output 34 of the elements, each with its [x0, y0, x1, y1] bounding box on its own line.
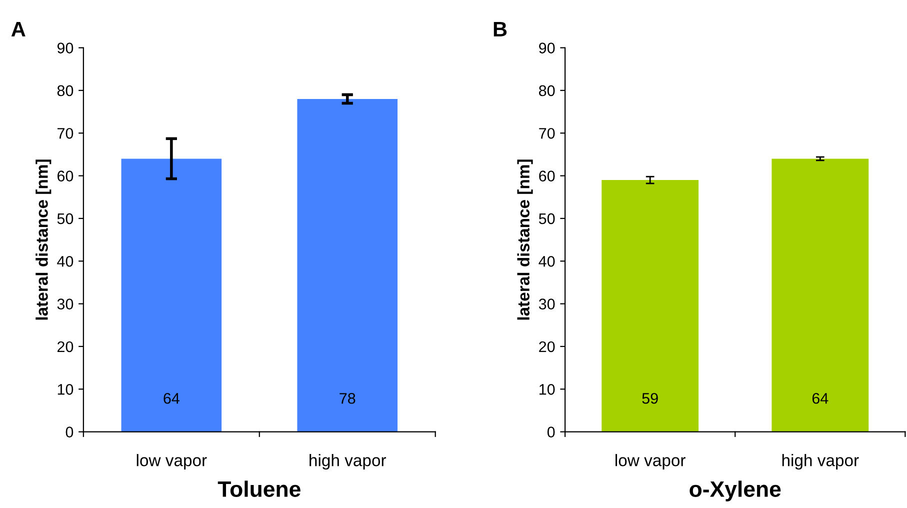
y-tick-label: 80: [539, 85, 555, 96]
x-tick-label: low vapor: [616, 454, 686, 470]
y-tick-label: 50: [538, 213, 555, 224]
y-axis-title: lateral distance [nm]: [36, 160, 52, 320]
y-tick-label: 40: [538, 256, 555, 267]
text: B: [494, 22, 507, 36]
y-tick-label: 10: [58, 384, 74, 395]
y-tick-label: 60: [539, 170, 555, 182]
y-tick-label: 50: [57, 213, 74, 224]
data-label: 78: [340, 392, 356, 404]
x-axis-title: o-Xylene: [690, 480, 781, 502]
y-tick-label: 30: [57, 298, 74, 310]
y-tick-label: 90: [539, 42, 555, 54]
y-tick-label: 70: [539, 128, 555, 139]
x-tick-label: high vapor: [310, 454, 386, 470]
y-axis-title: lateral distance [nm]: [517, 160, 533, 320]
x-tick-label: high vapor: [782, 454, 859, 470]
y-tick-label: 0: [66, 426, 74, 438]
x-axis-title: Toluene: [218, 480, 300, 497]
y-tick-label: 90: [57, 42, 74, 54]
data-label: 59: [642, 392, 658, 404]
y-tick-label: 80: [57, 85, 74, 96]
y-tick-label: 20: [58, 341, 74, 352]
y-tick-label: 60: [58, 170, 74, 182]
x-tick-label: low vapor: [136, 454, 207, 470]
y-tick-label: 30: [538, 298, 555, 310]
y-tick-label: 20: [539, 341, 555, 352]
y-tick-label: 70: [58, 128, 74, 139]
text: A: [11, 22, 26, 36]
data-label: 64: [812, 392, 828, 404]
y-tick-label: 40: [57, 256, 74, 267]
data-label: 64: [164, 392, 180, 404]
y-tick-label: 0: [547, 426, 555, 438]
y-tick-label: 10: [540, 384, 555, 395]
